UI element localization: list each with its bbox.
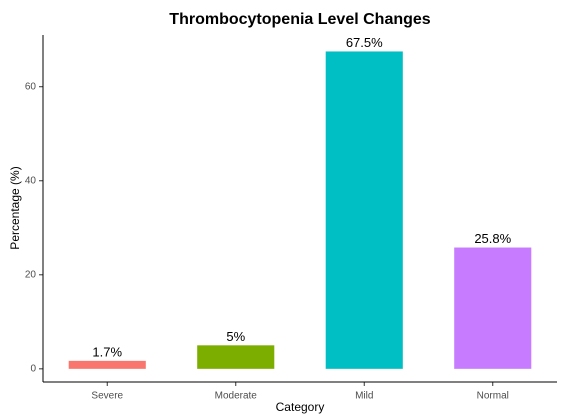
x-tick-label: Normal <box>477 391 509 402</box>
x-axis-label: Category <box>276 400 325 414</box>
value-label: 1.7% <box>92 344 122 359</box>
bar <box>68 360 146 369</box>
y-tick-label: 0 <box>30 363 36 374</box>
x-tick-label: Mild <box>355 391 373 402</box>
bar <box>325 51 403 369</box>
y-tick-label: 40 <box>25 175 37 186</box>
x-tick-label: Severe <box>91 391 123 402</box>
bar <box>197 345 275 369</box>
chart-title: Thrombocytopenia Level Changes <box>169 11 430 28</box>
value-label: 67.5% <box>346 35 383 50</box>
y-tick-label: 20 <box>25 269 37 280</box>
value-label: 25.8% <box>474 231 511 246</box>
y-axis-label: Percentage (%) <box>8 166 22 249</box>
bar <box>454 247 532 369</box>
value-label: 5% <box>226 329 245 344</box>
x-tick-label: Moderate <box>215 391 258 402</box>
y-tick-label: 60 <box>25 81 37 92</box>
